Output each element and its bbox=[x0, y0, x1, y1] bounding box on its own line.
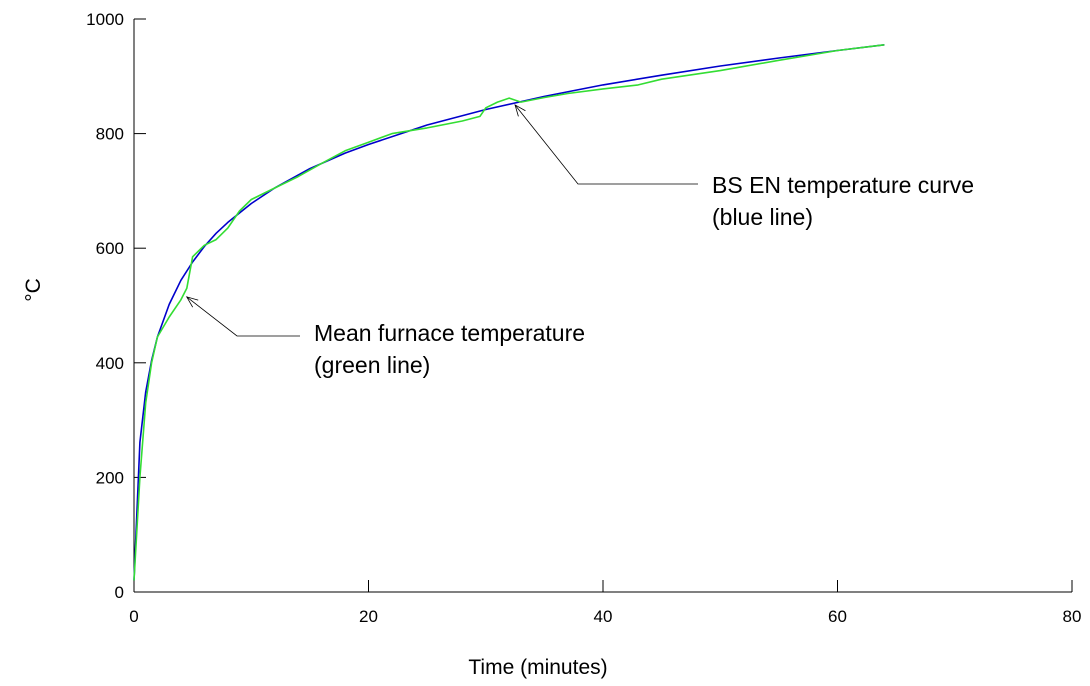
y-tick-label: 0 bbox=[115, 583, 124, 602]
annotation-layer: BS EN temperature curve (blue line) Mean f… bbox=[187, 105, 974, 378]
x-axis-title: Time (minutes) bbox=[468, 656, 607, 679]
annotation-leader-green bbox=[187, 297, 300, 336]
x-tick-label: 0 bbox=[129, 607, 138, 626]
series-line-mean-furnace bbox=[134, 45, 884, 581]
y-axis-title: °C bbox=[22, 278, 45, 302]
x-tick-label: 40 bbox=[594, 607, 613, 626]
x-tick-label: 60 bbox=[828, 607, 847, 626]
y-tick-label: 800 bbox=[96, 125, 124, 144]
series-line-bs-en-curve bbox=[134, 45, 884, 581]
series-layer bbox=[134, 45, 884, 581]
annotation-label-blue: (blue line) bbox=[712, 204, 813, 230]
y-tick-label: 1000 bbox=[86, 10, 124, 29]
annotation-label-green: Mean furnace temperature bbox=[314, 320, 585, 346]
y-tick-label: 200 bbox=[96, 468, 124, 487]
x-tick-label: 80 bbox=[1063, 607, 1082, 626]
x-tick-label: 20 bbox=[359, 607, 378, 626]
y-tick-label: 600 bbox=[96, 239, 124, 258]
annotation-label-blue: BS EN temperature curve bbox=[712, 172, 974, 198]
annotation-label-green: (green line) bbox=[314, 352, 430, 378]
annotation-leader-blue bbox=[515, 105, 698, 184]
y-tick-label: 400 bbox=[96, 354, 124, 373]
